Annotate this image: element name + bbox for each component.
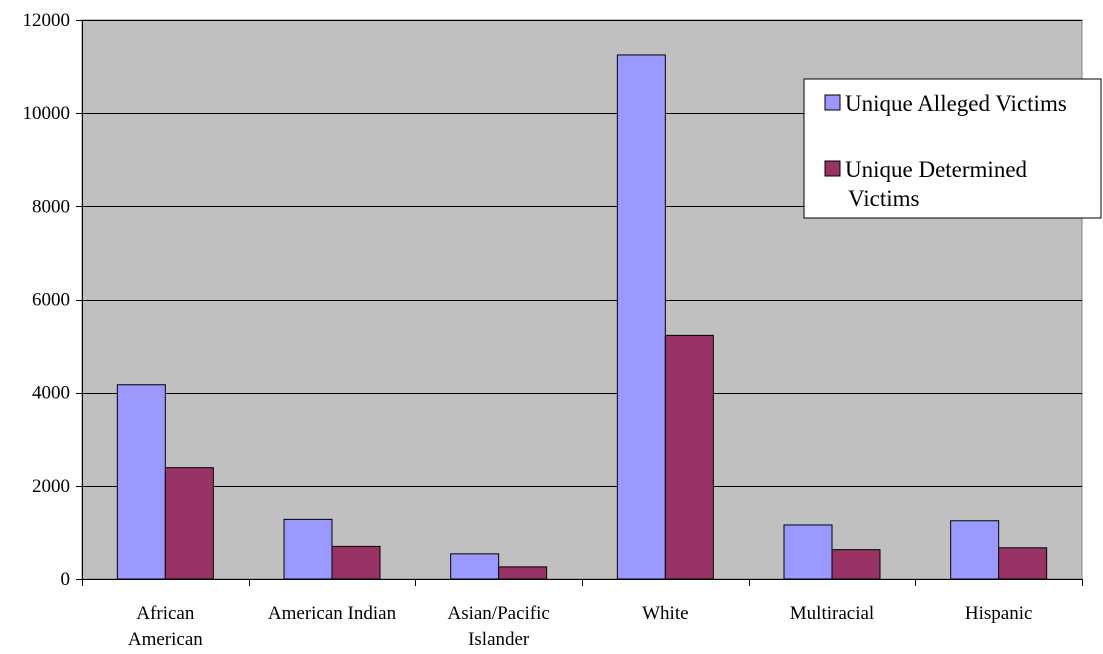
y-tick-label: 12000 xyxy=(23,10,71,31)
gridlines xyxy=(82,20,1082,487)
axes xyxy=(76,20,1083,586)
y-tick-label: 4000 xyxy=(32,383,70,404)
bar-series-1-cat-4 xyxy=(616,54,666,580)
legend-box xyxy=(803,78,1102,219)
legend-label: Unique Determined Victims xyxy=(845,157,1028,211)
category-label: African American xyxy=(128,603,203,650)
legend-swatch xyxy=(824,160,841,177)
category-label: White xyxy=(642,603,688,624)
bar-series-1-cat-3 xyxy=(450,553,500,580)
bar-series-1-cat-5 xyxy=(783,524,833,580)
category-label: Hispanic xyxy=(965,603,1033,624)
bar-series-1-cat-1 xyxy=(116,384,166,580)
legend-swatch xyxy=(824,94,841,111)
bar-series-2-cat-6 xyxy=(998,547,1048,580)
category-label: Asian/Pacific Islander xyxy=(447,603,549,650)
category-label: American Indian xyxy=(268,603,397,624)
y-tick-label: 10000 xyxy=(23,103,71,124)
y-tick-label: 0 xyxy=(61,569,71,590)
legend-label: Unique Alleged Victims xyxy=(845,91,1067,116)
category-label: Multiracial xyxy=(790,603,874,624)
bar-series-2-cat-5 xyxy=(831,549,881,580)
category-labels: African American American Indian Asian/Paci… xyxy=(128,603,1033,650)
bars xyxy=(116,54,1048,580)
bar-series-2-cat-2 xyxy=(331,545,381,580)
bar-series-2-cat-1 xyxy=(164,467,214,580)
bar-series-2-cat-3 xyxy=(498,566,548,580)
legend: Unique Alleged Victims Unique Determined V… xyxy=(803,78,1102,219)
y-tick-label: 8000 xyxy=(32,196,70,217)
y-tick-label: 2000 xyxy=(32,476,70,497)
bar-series-1-cat-6 xyxy=(950,520,1000,580)
y-tick-labels: 0 2000 4000 6000 8000 10000 12000 xyxy=(23,10,71,590)
bar-series-1-cat-2 xyxy=(283,518,333,580)
y-tick-label: 6000 xyxy=(32,290,70,311)
bar-series-2-cat-4 xyxy=(664,334,714,580)
